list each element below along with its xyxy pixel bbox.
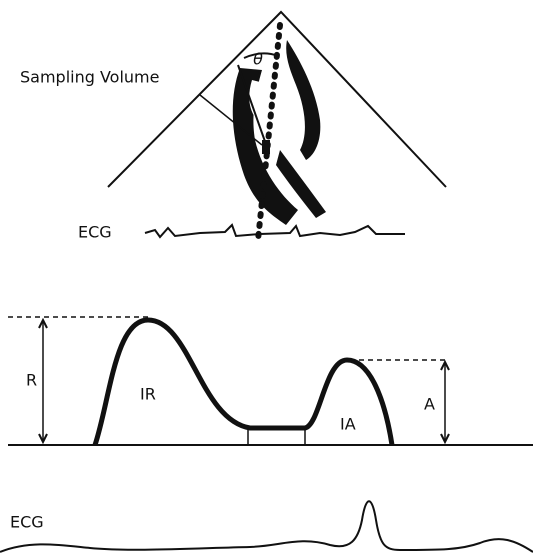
a-label: A [424,395,435,414]
r-label: R [26,371,37,390]
heart-wall [286,40,320,160]
ecg-label: ECG [10,513,44,532]
ecg-trace [0,501,533,552]
sampling-label: Sampling Volume [20,68,159,87]
ia-label: IA [340,415,356,434]
ecg-label: ECG [78,223,112,242]
ecg-trace [145,225,405,237]
angle-label: θ [253,50,263,69]
ir-label: IR [140,385,156,404]
diagram: θ Sampling Volume ECG R IR IA A ECG [0,0,533,557]
